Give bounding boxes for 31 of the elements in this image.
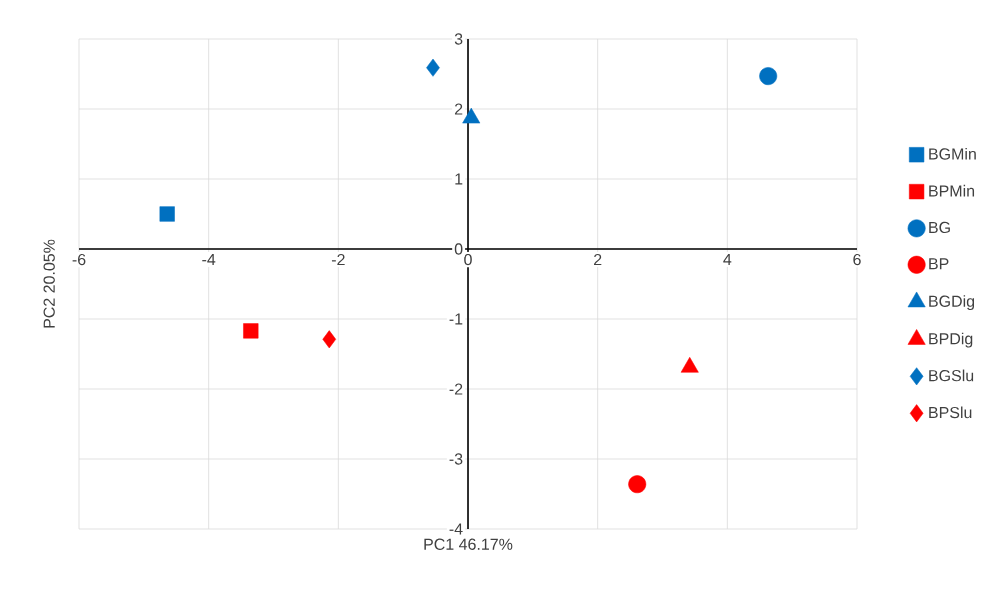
point xyxy=(628,475,647,494)
y-tick-label: 0 xyxy=(454,243,463,255)
y-tick-label: -3 xyxy=(449,453,463,465)
legend-label: BPSlu xyxy=(929,406,972,419)
point xyxy=(159,206,175,222)
x-tick-label: -6 xyxy=(72,253,86,266)
y-tick-label: -4 xyxy=(449,523,463,535)
y-axis-title: PC2 20.05% xyxy=(43,239,55,328)
legend-label: BP xyxy=(929,258,949,270)
legend-label: BPDig xyxy=(929,332,973,348)
legend-label: BGDig xyxy=(929,295,975,311)
y-tick-label: 2 xyxy=(454,103,463,115)
point xyxy=(426,58,440,77)
x-axis-title: PC1 46.17% xyxy=(424,538,513,550)
y-tick-label: -2 xyxy=(449,383,463,395)
y-tick-label: -1 xyxy=(449,313,463,325)
point xyxy=(322,330,337,349)
y-tick-label: 1 xyxy=(455,173,463,185)
legend-label: BGSlu xyxy=(929,369,974,382)
legend-label: BG xyxy=(929,221,950,234)
x-tick-label: -2 xyxy=(331,253,345,266)
x-tick-label: -4 xyxy=(202,253,216,265)
x-tick-label: 0 xyxy=(464,253,472,266)
legend-label: BGMin xyxy=(929,147,976,160)
legend-label: BPMin xyxy=(929,184,975,197)
point xyxy=(243,323,259,339)
y-tick-label: 3 xyxy=(454,33,463,45)
point xyxy=(759,67,778,86)
x-tick-label: 4 xyxy=(723,253,732,265)
x-tick-label: 2 xyxy=(594,253,602,266)
x-tick-label: 6 xyxy=(853,253,861,266)
